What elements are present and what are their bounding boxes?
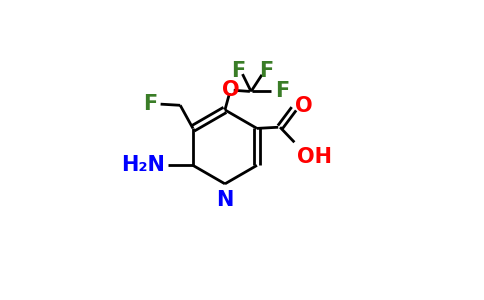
Text: F: F	[143, 94, 157, 114]
Text: F: F	[259, 61, 273, 81]
Text: N: N	[216, 190, 234, 210]
Text: O: O	[295, 97, 313, 116]
Text: O: O	[222, 80, 240, 100]
Text: F: F	[275, 81, 289, 101]
Text: F: F	[231, 61, 245, 81]
Text: H₂N: H₂N	[121, 155, 165, 176]
Text: OH: OH	[297, 147, 333, 167]
